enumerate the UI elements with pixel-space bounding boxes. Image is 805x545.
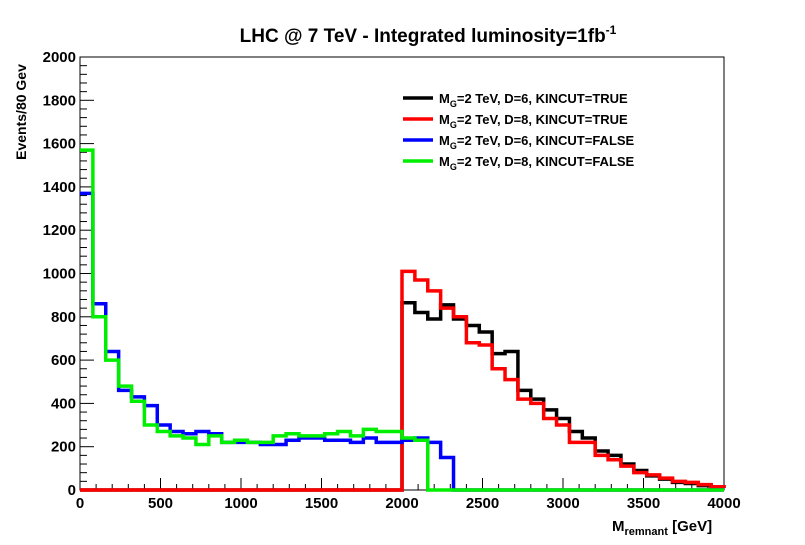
x-tick-label: 2500: [466, 495, 499, 512]
y-tick-label: 800: [51, 309, 76, 326]
y-tick-label: 1200: [43, 222, 76, 239]
x-tick-label: 2000: [385, 495, 418, 512]
y-axis-label: Events/80 Gev: [13, 64, 29, 160]
y-tick-label: 1000: [43, 266, 76, 283]
y-tick-label: 1800: [43, 92, 76, 109]
x-tick-label: 1000: [224, 495, 257, 512]
chart-title: LHC @ 7 TeV - Integrated luminosity=1fb-…: [240, 23, 617, 47]
x-axis: 0 500 1000 1500 2000 2500 3000 3500 4000: [76, 478, 741, 512]
legend-label: MG=2 TeV, D=8, KINCUT=FALSE: [439, 154, 635, 172]
x-tick-label: 4000: [707, 495, 740, 512]
series-line-4: [80, 148, 724, 492]
x-tick-label: 3500: [627, 495, 660, 512]
series-line-2: [80, 269, 726, 492]
y-tick-label: 600: [51, 352, 76, 369]
legend: MG=2 TeV, D=6, KINCUT=TRUE MG=2 TeV, D=8,…: [403, 91, 635, 172]
chart-title-superscript: -1: [606, 23, 617, 37]
legend-label: MG=2 TeV, D=8, KINCUT=TRUE: [439, 112, 628, 130]
legend-label: MG=2 TeV, D=6, KINCUT=TRUE: [439, 91, 628, 109]
series-layer: [80, 148, 726, 492]
x-axis-label: Mremnant [GeV]: [612, 518, 712, 538]
x-tick-label: 0: [76, 495, 84, 512]
legend-label: MG=2 TeV, D=6, KINCUT=FALSE: [439, 133, 635, 151]
x-tick-label: 500: [148, 495, 173, 512]
x-tick-label: 3000: [546, 495, 579, 512]
y-tick-label: 2000: [43, 49, 76, 66]
y-tick-label: 400: [51, 395, 76, 412]
y-tick-label: 1600: [43, 136, 76, 153]
y-tick-label: 200: [51, 439, 76, 456]
y-tick-label: 0: [68, 482, 76, 499]
x-tick-label: 1500: [305, 495, 338, 512]
y-tick-label: 1400: [43, 179, 76, 196]
y-axis: 0 200 400 600 800 1000 1200 1400 1600 1800 2000: [43, 49, 94, 499]
